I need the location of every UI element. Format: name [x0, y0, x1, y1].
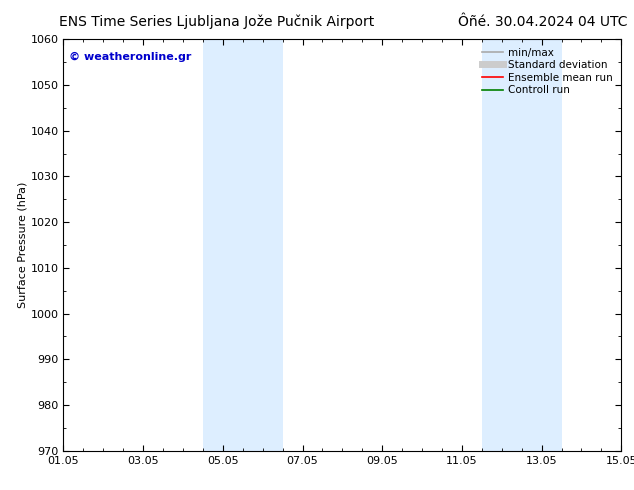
Text: ENS Time Series Ljubljana Jože Pučnik Airport: ENS Time Series Ljubljana Jože Pučnik Ai… [59, 15, 375, 29]
Text: © weatheronline.gr: © weatheronline.gr [69, 51, 191, 62]
Bar [243, 39, 283, 451]
Y-axis label: Surface Pressure (hPa): Surface Pressure (hPa) [18, 182, 28, 308]
Bar [482, 39, 522, 451]
Bar [522, 39, 562, 451]
Legend: min/max, Standard deviation, Ensemble mean run, Controll run: min/max, Standard deviation, Ensemble me… [479, 45, 616, 98]
Text: Ôñé. 30.04.2024 04 UTC: Ôñé. 30.04.2024 04 UTC [458, 15, 628, 29]
Bar [203, 39, 243, 451]
